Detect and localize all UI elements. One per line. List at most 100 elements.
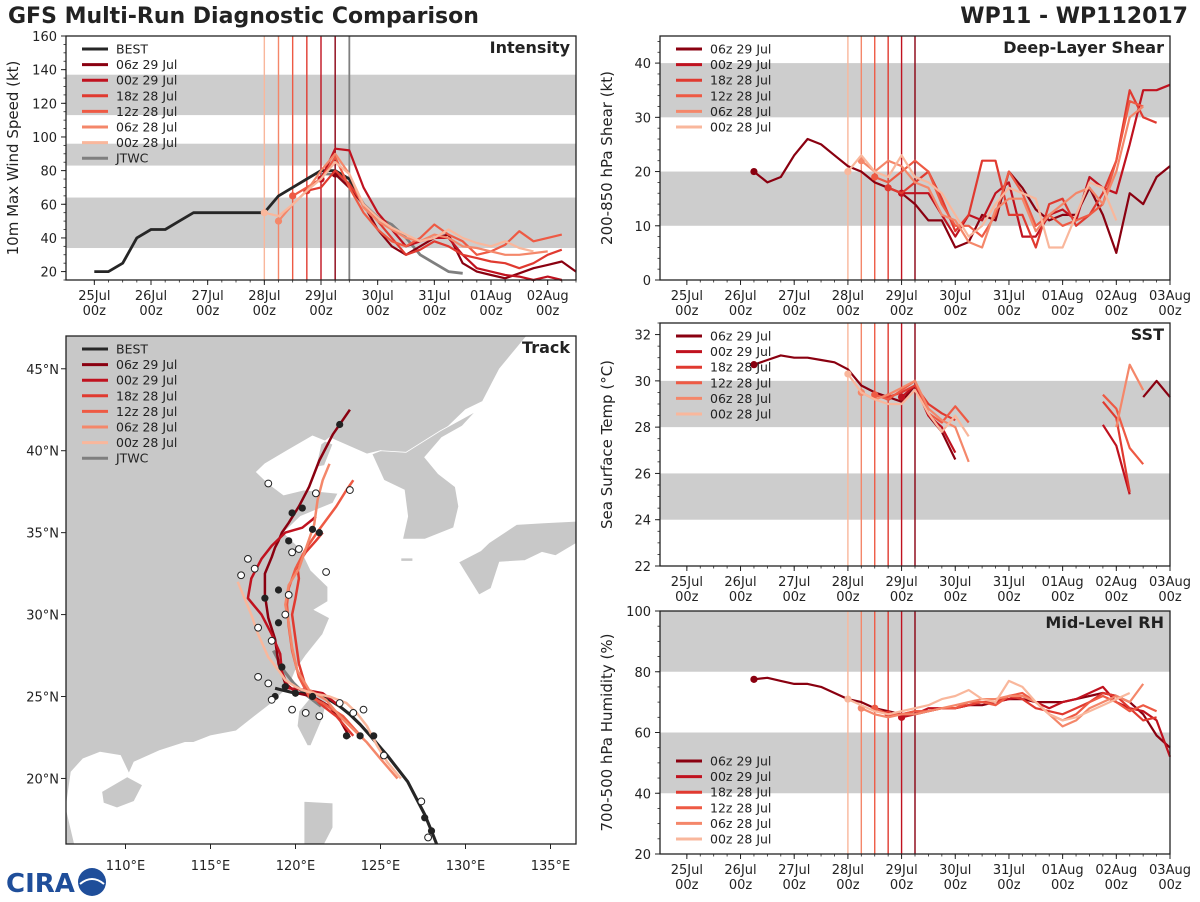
track-00z-29-jul bbox=[246, 515, 341, 708]
x-tick-label: 130°E bbox=[446, 859, 486, 874]
x-tick-label: 01Aug bbox=[1042, 289, 1084, 304]
x-tick-label: 29Jul bbox=[885, 863, 917, 878]
y-tick-label: 20 bbox=[634, 166, 651, 181]
x-tick-label: 00z bbox=[836, 878, 860, 893]
position-marker-12z bbox=[244, 554, 252, 563]
series-line-06z-28-jul bbox=[860, 105, 1144, 249]
track-12z-28-jul bbox=[285, 479, 365, 740]
position-marker-00z bbox=[274, 586, 283, 594]
x-tick-label: 00z bbox=[1051, 878, 1075, 893]
position-marker-00z bbox=[298, 504, 306, 512]
x-tick-label: 00z bbox=[944, 304, 968, 319]
x-tick-label: 31Jul bbox=[993, 575, 1025, 590]
x-tick-label: 00z bbox=[783, 304, 807, 319]
position-marker-12z bbox=[264, 679, 273, 688]
x-tick-label: 00z bbox=[1105, 304, 1129, 319]
y-tick-label: 24 bbox=[634, 514, 651, 529]
x-tick-label: 125°E bbox=[361, 859, 401, 874]
x-tick-label: 00z bbox=[423, 304, 447, 319]
position-marker-00z bbox=[370, 732, 378, 740]
rh-panel: 2040608010025Jul00z26Jul00z27Jul00z28Jul… bbox=[598, 605, 1191, 893]
legend-label: 00z 28 Jul bbox=[116, 135, 177, 150]
x-tick-label: 00z bbox=[729, 878, 753, 893]
x-tick-label: 30Jul bbox=[939, 863, 971, 878]
position-marker-00z bbox=[261, 594, 269, 602]
legend-label: 06z 28 Jul bbox=[116, 420, 177, 435]
x-tick-label: 30Jul bbox=[939, 289, 971, 304]
y-tick-label: 28 bbox=[634, 421, 651, 436]
legend-label: 12z 28 Jul bbox=[116, 404, 177, 419]
jeju bbox=[400, 557, 414, 562]
y-tick-label: 26 bbox=[634, 467, 651, 482]
position-marker-12z bbox=[349, 709, 358, 717]
panel-title: Deep-Layer Shear bbox=[1003, 38, 1164, 57]
legend-label: 00z 29 Jul bbox=[710, 344, 771, 359]
y-tick-label: 20 bbox=[40, 266, 57, 281]
legend-label: 06z 28 Jul bbox=[710, 391, 771, 406]
y-tick-label: 60 bbox=[40, 198, 57, 213]
storm-id-title: WP11 - WP112017 bbox=[960, 4, 1188, 29]
x-tick-label: 00z bbox=[890, 304, 914, 319]
position-marker-00z bbox=[288, 509, 296, 517]
x-tick-label: 26Jul bbox=[724, 575, 756, 590]
position-marker-12z bbox=[295, 545, 303, 553]
x-tick-label: 31Jul bbox=[993, 289, 1025, 304]
position-marker-00z bbox=[315, 529, 323, 537]
x-tick-label: 02Aug bbox=[1095, 863, 1137, 878]
luzon bbox=[303, 800, 334, 844]
x-tick-label: 29Jul bbox=[885, 575, 917, 590]
run-start-marker bbox=[750, 361, 758, 369]
run-start-marker bbox=[844, 695, 852, 703]
korea bbox=[371, 411, 476, 540]
run-start-marker bbox=[871, 391, 879, 399]
legend-label: 00z 28 Jul bbox=[710, 832, 771, 847]
legend-label: 18z 28 Jul bbox=[710, 73, 771, 88]
globe-icon bbox=[78, 868, 106, 896]
position-marker-12z bbox=[288, 548, 297, 557]
legend-label: 00z 29 Jul bbox=[116, 373, 177, 388]
y-tick-label: 30 bbox=[634, 111, 651, 126]
position-marker-12z bbox=[301, 709, 310, 717]
y-tick-label: 40 bbox=[634, 57, 651, 72]
x-tick-label: 00z bbox=[1158, 590, 1182, 605]
y-tick-label: 100 bbox=[32, 131, 57, 146]
run-start-marker bbox=[844, 370, 852, 378]
cira-logo-text: CIRA bbox=[6, 869, 75, 898]
y-tick-label: 80 bbox=[40, 165, 57, 180]
x-tick-label: 27Jul bbox=[778, 575, 810, 590]
position-marker-00z bbox=[308, 525, 317, 533]
run-start-marker bbox=[884, 184, 892, 192]
x-tick-label: 25Jul bbox=[78, 289, 110, 304]
x-tick-label: 00z bbox=[783, 878, 807, 893]
sst-panel: 22242628303225Jul00z26Jul00z27Jul00z28Ju… bbox=[598, 322, 1191, 605]
y-tick-label: 25°N bbox=[26, 691, 59, 706]
position-marker-12z bbox=[281, 610, 290, 619]
series-line-00z-29-jul bbox=[901, 83, 1171, 238]
x-tick-label: 28Jul bbox=[832, 575, 864, 590]
x-tick-label: 00z bbox=[536, 304, 560, 319]
x-tick-label: 00z bbox=[309, 304, 333, 319]
position-marker-12z bbox=[254, 672, 263, 681]
position-marker-00z bbox=[421, 814, 429, 822]
hainan bbox=[101, 776, 144, 809]
x-tick-label: 00z bbox=[675, 590, 699, 605]
position-marker-00z bbox=[281, 683, 289, 691]
x-tick-label: 00z bbox=[139, 304, 163, 319]
series-line-00z-29-jul bbox=[320, 147, 563, 282]
position-marker-00z bbox=[336, 420, 344, 429]
position-marker-00z bbox=[274, 619, 283, 627]
x-tick-label: 00z bbox=[729, 304, 753, 319]
series-line-00z-28-jul bbox=[847, 373, 970, 437]
y-tick-label: 22 bbox=[634, 560, 651, 575]
x-tick-label: 00z bbox=[366, 304, 390, 319]
panel-title: Track bbox=[522, 338, 570, 357]
x-tick-label: 26Jul bbox=[724, 289, 756, 304]
position-marker-00z bbox=[278, 663, 286, 671]
y-tick-label: 140 bbox=[32, 64, 57, 79]
position-marker-12z bbox=[312, 489, 320, 498]
plot-frame bbox=[65, 335, 577, 845]
y-tick-label: 32 bbox=[634, 329, 651, 344]
intensity-panel: 2040608010012014016025Jul00z26Jul00z27Ju… bbox=[4, 30, 577, 319]
legend-label: 00z 28 Jul bbox=[710, 120, 771, 135]
